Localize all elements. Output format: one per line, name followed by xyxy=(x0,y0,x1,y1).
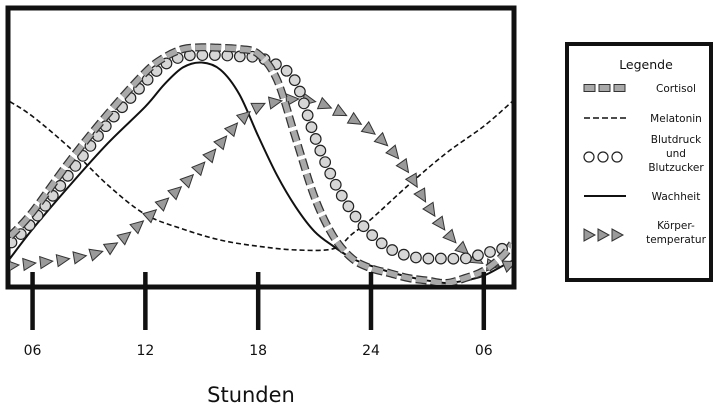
series-temperatur xyxy=(10,92,512,274)
legend-label-temperatur: temperatur xyxy=(646,234,706,246)
series-blutdruck-marker xyxy=(422,252,435,265)
legend-symbol-temperatur xyxy=(583,228,625,242)
series-temperatur-marker xyxy=(72,251,88,265)
legend: Legende CortisolMelatoninBlutdruckundBlu… xyxy=(565,42,713,282)
legend-item-blutdruck: Blutdruck und Blutzucker xyxy=(583,134,704,174)
series-temperatur-marker xyxy=(395,157,410,174)
series-temperatur-marker xyxy=(442,228,457,244)
x-axis: 06 12 18 24 06 xyxy=(24,272,493,359)
series-temperatur-marker xyxy=(179,173,195,189)
legend-label-melatonin: Melatonin xyxy=(650,113,702,125)
legend-item-melatonin: Melatonin xyxy=(584,113,702,125)
series-blutdruck-marker xyxy=(342,200,355,213)
legend-symbol-blutdruck xyxy=(583,151,623,163)
series-temperatur-marker xyxy=(404,172,418,189)
series-blutdruck-marker xyxy=(386,244,399,256)
legend-label-blutdruck: und xyxy=(666,148,686,160)
series-temperatur-marker xyxy=(267,96,284,110)
series-blutdruck-marker xyxy=(314,144,327,157)
legend-symbol-cortisol xyxy=(583,84,626,92)
series-cortisol xyxy=(10,43,512,285)
series-blutdruck-marker xyxy=(298,97,310,110)
series-blutdruck-marker xyxy=(366,229,379,242)
series-blutdruck-marker xyxy=(335,189,348,202)
series-blutdruck-marker xyxy=(309,133,322,145)
series-blutdruck-marker xyxy=(375,237,388,250)
series-temperatur-marker xyxy=(360,120,376,135)
series-temperatur-marker xyxy=(88,248,104,262)
series-blutdruck-marker xyxy=(357,220,370,233)
series-blutdruck-marker xyxy=(280,64,293,77)
series-blutdruck-marker xyxy=(305,121,318,134)
series-blutdruck-marker xyxy=(484,246,496,258)
series-temperatur-marker xyxy=(223,122,239,138)
series-blutdruck-marker xyxy=(319,156,332,169)
series-temperatur-marker xyxy=(413,187,427,203)
series-blutdruck-marker xyxy=(410,251,422,264)
legend-item-wachheit: Wachheit xyxy=(584,191,700,203)
x-tick-label: 18 xyxy=(249,343,267,359)
series-temperatur-marker xyxy=(142,209,158,224)
legend-label-cortisol: Cortisol xyxy=(656,83,696,95)
series-temperatur-marker xyxy=(129,220,145,235)
series-temperatur-marker xyxy=(116,231,132,246)
series-blutdruck-marker xyxy=(141,73,154,86)
series-temperatur-marker xyxy=(250,102,266,116)
series-temperatur-marker xyxy=(385,144,400,160)
series-temperatur-marker xyxy=(235,110,251,126)
series-blutdruck-marker xyxy=(301,109,314,122)
series-temperatur-marker xyxy=(316,96,333,110)
legend-label-blutdruck: Blutzucker xyxy=(648,162,704,174)
series-blutdruck-marker xyxy=(472,249,484,262)
x-tick-label: 24 xyxy=(362,343,380,359)
series-temperatur-marker xyxy=(102,242,119,256)
series-blutdruck-marker xyxy=(434,252,447,265)
series-temperatur-marker xyxy=(55,253,71,268)
legend-item-cortisol: Cortisol xyxy=(583,83,696,95)
series-temperatur-marker xyxy=(422,201,436,218)
series-temperatur-marker xyxy=(501,260,512,273)
series-temperatur-marker xyxy=(167,185,183,201)
series-melatonin-line xyxy=(10,101,512,252)
legend-label-temperatur: Körper- xyxy=(657,220,695,232)
legend-label-blutdruck: Blutdruck xyxy=(651,134,702,146)
series-cortisol-fill xyxy=(10,44,512,285)
series-blutdruck-marker xyxy=(397,248,410,261)
series-temperatur-marker xyxy=(213,135,228,151)
x-tick-label: 06 xyxy=(24,343,42,359)
series-blutdruck-marker xyxy=(92,130,104,142)
series-blutdruck-marker xyxy=(349,210,362,223)
series-temperatur-marker xyxy=(431,215,446,231)
series-blutdruck-marker xyxy=(329,178,342,191)
x-axis-label: Stunden xyxy=(207,383,295,407)
series-temperatur-marker xyxy=(154,197,170,212)
series-blutdruck-marker xyxy=(150,65,163,77)
legend-label-wachheit: Wachheit xyxy=(652,191,701,203)
series-blutdruck-marker xyxy=(46,189,59,202)
series-temperatur-marker xyxy=(331,103,348,117)
series-blutdruck-marker xyxy=(459,252,472,265)
series-blutdruck-marker xyxy=(196,49,209,62)
series-layer xyxy=(10,43,512,285)
series-blutdruck-marker xyxy=(324,167,337,180)
series-temperatur-marker xyxy=(190,161,206,177)
x-tick-label: 12 xyxy=(136,343,154,359)
series-temperatur-marker xyxy=(22,257,37,272)
series-melatonin xyxy=(10,101,512,252)
x-tick-label: 06 xyxy=(475,343,493,359)
series-temperatur-marker xyxy=(346,111,363,125)
legend-title: Legende xyxy=(619,57,673,72)
series-blutdruck-marker xyxy=(288,74,301,87)
legend-item-temperatur: Körper-temperatur xyxy=(583,220,707,246)
series-temperatur-marker xyxy=(39,255,54,270)
series-temperatur-marker xyxy=(10,259,21,274)
series-temperatur-marker xyxy=(373,131,389,147)
series-blutdruck-marker xyxy=(447,252,460,265)
series-temperatur-marker xyxy=(454,240,470,255)
series-blutdruck-marker xyxy=(233,50,246,63)
series-temperatur-marker xyxy=(202,148,217,164)
series-blutdruck-marker xyxy=(293,85,306,98)
